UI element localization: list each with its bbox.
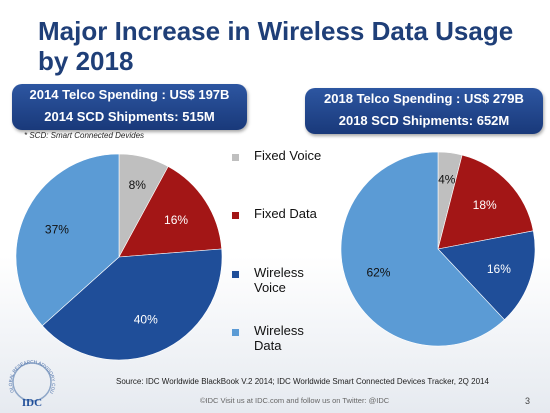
legend-swatch <box>232 154 239 161</box>
banner-2018-spending: 2018 Telco Spending : US$ 279B <box>324 91 524 106</box>
pie-slice-wireless-data <box>15 153 120 327</box>
pie-label-wireless-voice: 40% <box>134 312 158 326</box>
banner-2014-spending: 2014 Telco Spending : US$ 197B <box>29 87 230 102</box>
source-note: Source: IDC Worldwide BlackBook V.2 2014… <box>116 377 489 386</box>
legend-label: Fixed Voice <box>254 148 322 163</box>
pie-chart-2018: 4% 18% 16% 62% <box>340 151 536 347</box>
pie-chart-2014: 8% 16% 40% 37% <box>15 153 223 361</box>
pie-slice-fixed-data <box>118 166 223 258</box>
logo-ring-text: GLOBAL RESEARCH ADVISORY COUNCIL <box>6 352 56 394</box>
legend-label: Wireless Data <box>254 323 304 353</box>
pie-label-fixed-data: 18% <box>473 198 497 212</box>
pie-label-wireless-data: 62% <box>366 266 390 280</box>
banner-2014: 2014 Telco Spending : US$ 197B 2014 SCD … <box>12 84 247 130</box>
copyright-note: ©IDC Visit us at IDC.com and follow us o… <box>200 396 390 405</box>
pie-slice-wireless-voice <box>437 230 536 321</box>
legend-swatch <box>232 212 239 219</box>
logo-brand: IDC <box>22 397 42 409</box>
page-number: 3 <box>525 396 531 406</box>
legend-swatch <box>232 329 239 336</box>
legend-label: Fixed Data <box>254 206 317 221</box>
pie-slice-wireless-voice <box>41 248 223 361</box>
pie-label-fixed-voice: 4% <box>438 173 456 187</box>
pie-label-fixed-voice: 8% <box>129 178 147 192</box>
pie-slice-fixed-data <box>437 154 534 250</box>
pie-label-wireless-voice: 16% <box>487 262 511 276</box>
page-title: Major Increase in Wireless Data Usage by… <box>38 16 514 76</box>
pie-label-fixed-data: 16% <box>164 213 188 227</box>
legend-swatch <box>232 271 239 278</box>
idc-logo: GLOBAL RESEARCH ADVISORY COUNCIL IDC <box>6 352 56 409</box>
pie-label-wireless-data: 37% <box>45 222 69 236</box>
banner-2014-shipments: 2014 SCD Shipments: 515M <box>44 109 215 124</box>
legend-label: Wireless Voice <box>254 265 304 295</box>
footnote: * SCD: Smart Connected Devides <box>24 131 145 140</box>
pie-slice-wireless-data <box>340 151 505 347</box>
banner-2018: 2018 Telco Spending : US$ 279B 2018 SCD … <box>305 88 543 134</box>
banner-2018-shipments: 2018 SCD Shipments: 652M <box>338 113 510 128</box>
